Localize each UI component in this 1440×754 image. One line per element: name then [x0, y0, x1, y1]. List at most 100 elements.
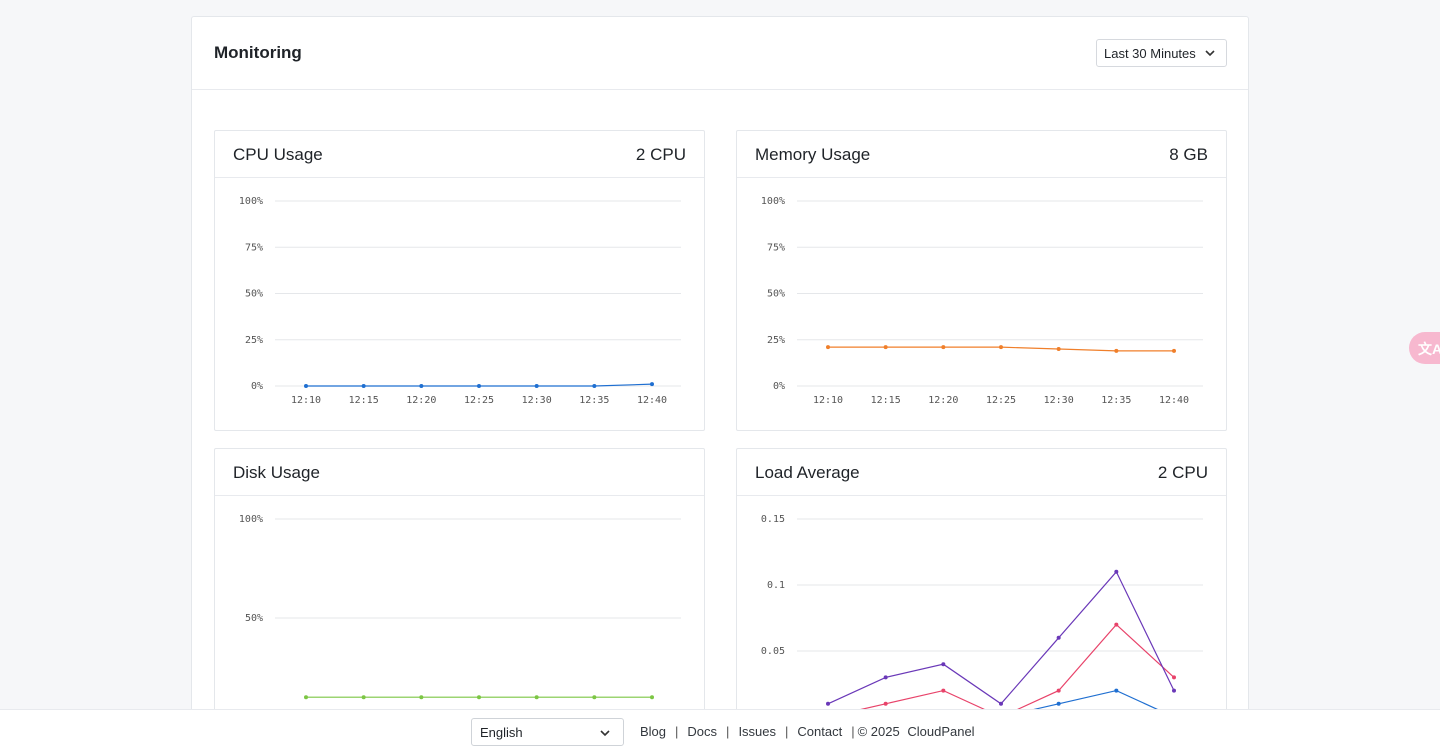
- y-tick-label: 75%: [245, 242, 263, 253]
- data-point[interactable]: [534, 384, 539, 388]
- y-tick-label: 100%: [761, 196, 785, 207]
- data-point[interactable]: [883, 701, 888, 706]
- data-point[interactable]: [361, 384, 366, 388]
- data-point[interactable]: [1114, 688, 1119, 693]
- data-point[interactable]: [650, 382, 654, 387]
- x-tick-label: 12:15: [349, 395, 379, 406]
- issues-link[interactable]: Issues: [738, 724, 777, 739]
- y-tick-label: 25%: [767, 335, 785, 346]
- data-point[interactable]: [941, 345, 946, 350]
- y-tick-label: 100%: [239, 196, 263, 207]
- language-select[interactable]: English: [471, 718, 624, 746]
- y-tick-label: 50%: [767, 289, 785, 300]
- card-header: Load Average 2 CPU: [737, 449, 1226, 496]
- footer-links: Blog | Docs | Issues | Contact | © 2025 CloudPan…: [640, 724, 975, 739]
- memory-usage-card: Memory Usage 8 GB 0% 25% 50% 75% 100% 12:10 12…: [736, 130, 1227, 431]
- separator: |: [851, 724, 855, 739]
- data-point[interactable]: [999, 345, 1003, 350]
- chevron-down-icon: [600, 730, 610, 737]
- y-tick-label: 0%: [251, 381, 263, 392]
- x-tick-label: 12:20: [406, 395, 436, 406]
- time-range-value: Last 30 Minutes: [1104, 46, 1196, 61]
- data-point[interactable]: [941, 688, 946, 693]
- card-header: CPU Usage 2 CPU: [215, 131, 704, 178]
- language-value: English: [480, 725, 523, 740]
- y-tick-label: 0.15: [761, 514, 785, 525]
- data-point[interactable]: [1172, 348, 1176, 353]
- copyright: © 2025: [857, 724, 900, 739]
- data-point[interactable]: [592, 384, 597, 388]
- docs-link[interactable]: Docs: [687, 724, 718, 739]
- data-point[interactable]: [1114, 348, 1119, 353]
- y-tick-label: 50%: [245, 613, 263, 624]
- data-point[interactable]: [477, 695, 481, 700]
- y-tick-label: 0.05: [761, 646, 785, 657]
- data-point[interactable]: [999, 701, 1003, 706]
- time-range-select[interactable]: Last 30 Minutes: [1096, 39, 1227, 67]
- panel-header: Monitoring Last 30 Minutes: [192, 17, 1248, 90]
- x-tick-label: 12:40: [637, 395, 667, 406]
- data-point[interactable]: [1056, 701, 1061, 706]
- series-line: [827, 570, 1175, 705]
- data-point[interactable]: [361, 695, 366, 700]
- y-tick-label: 100%: [239, 514, 263, 525]
- memory-usage-chart: 0% 25% 50% 75% 100% 12:10 12:15 12:20 12:25 12:30…: [761, 196, 1203, 406]
- translate-button[interactable]: 文A: [1409, 332, 1440, 364]
- blog-link[interactable]: Blog: [640, 724, 667, 739]
- x-tick-label: 12:35: [579, 395, 609, 406]
- cpu-usage-chart: 0% 25% 50% 75% 100% 12:10 12:15 12:20 12:25 12:30…: [239, 196, 681, 406]
- x-tick-label: 12:20: [928, 395, 958, 406]
- card-meta: 2 CPU: [1157, 463, 1208, 482]
- data-point[interactable]: [1172, 688, 1176, 693]
- load-average-card: Load Average 2 CPU 00.050.10.1512:1012:1…: [736, 448, 1227, 735]
- x-tick-label: 12:30: [1044, 395, 1074, 406]
- data-point[interactable]: [1114, 622, 1119, 627]
- data-point[interactable]: [1056, 635, 1061, 640]
- y-tick-label: 25%: [245, 335, 263, 346]
- data-point[interactable]: [883, 345, 888, 350]
- data-point[interactable]: [883, 675, 888, 680]
- load-average-chart: 00.050.10.1512:1012:1512:2012:2512:3012:…: [761, 514, 1203, 735]
- data-point[interactable]: [534, 695, 539, 700]
- card-header: Memory Usage 8 GB: [737, 131, 1226, 178]
- data-point[interactable]: [477, 384, 481, 388]
- x-tick-label: 12:10: [291, 395, 321, 406]
- chevron-down-icon: [1205, 50, 1215, 57]
- data-point[interactable]: [419, 384, 424, 388]
- y-tick-label: 50%: [245, 289, 263, 300]
- data-point[interactable]: [304, 695, 308, 700]
- x-tick-label: 12:25: [464, 395, 494, 406]
- data-point[interactable]: [1172, 675, 1176, 680]
- card-title: Disk Usage: [233, 463, 320, 482]
- disk-usage-card: Disk Usage 0%50%100%12:1012:1512:2012:25…: [214, 448, 705, 735]
- data-point[interactable]: [1114, 569, 1119, 574]
- translate-icon: 文A: [1418, 341, 1440, 357]
- card-title: Load Average: [755, 463, 860, 482]
- y-tick-label: 0%: [773, 381, 785, 392]
- card-meta: 8 GB: [1169, 145, 1208, 164]
- disk-usage-chart: 0%50%100%12:1012:1512:2012:2512:3012:351…: [239, 514, 681, 735]
- x-tick-label: 12:10: [813, 395, 843, 406]
- data-point[interactable]: [1056, 347, 1061, 351]
- x-tick-label: 12:40: [1159, 395, 1189, 406]
- data-point[interactable]: [826, 345, 830, 350]
- card-title: Memory Usage: [755, 145, 871, 164]
- card-header: Disk Usage: [215, 449, 704, 496]
- data-point[interactable]: [650, 695, 654, 700]
- contact-link[interactable]: Contact: [797, 724, 843, 739]
- data-point[interactable]: [1056, 688, 1061, 693]
- data-point[interactable]: [419, 695, 424, 700]
- monitoring-panel: Monitoring Last 30 Minutes CPU Usage 2 C…: [191, 16, 1249, 736]
- data-point[interactable]: [941, 662, 946, 667]
- cpu-usage-card: CPU Usage 2 CPU 0% 25% 50% 75% 100% 12:10 12:1…: [214, 130, 705, 431]
- separator: |: [785, 724, 789, 739]
- x-tick-label: 12:35: [1101, 395, 1131, 406]
- y-tick-label: 0.1: [767, 580, 785, 591]
- brand-name: CloudPanel: [907, 724, 975, 739]
- data-point[interactable]: [826, 701, 830, 706]
- card-title: CPU Usage: [233, 145, 323, 164]
- x-tick-label: 12:30: [522, 395, 552, 406]
- data-point[interactable]: [592, 695, 597, 700]
- separator: |: [726, 724, 730, 739]
- data-point[interactable]: [304, 384, 308, 388]
